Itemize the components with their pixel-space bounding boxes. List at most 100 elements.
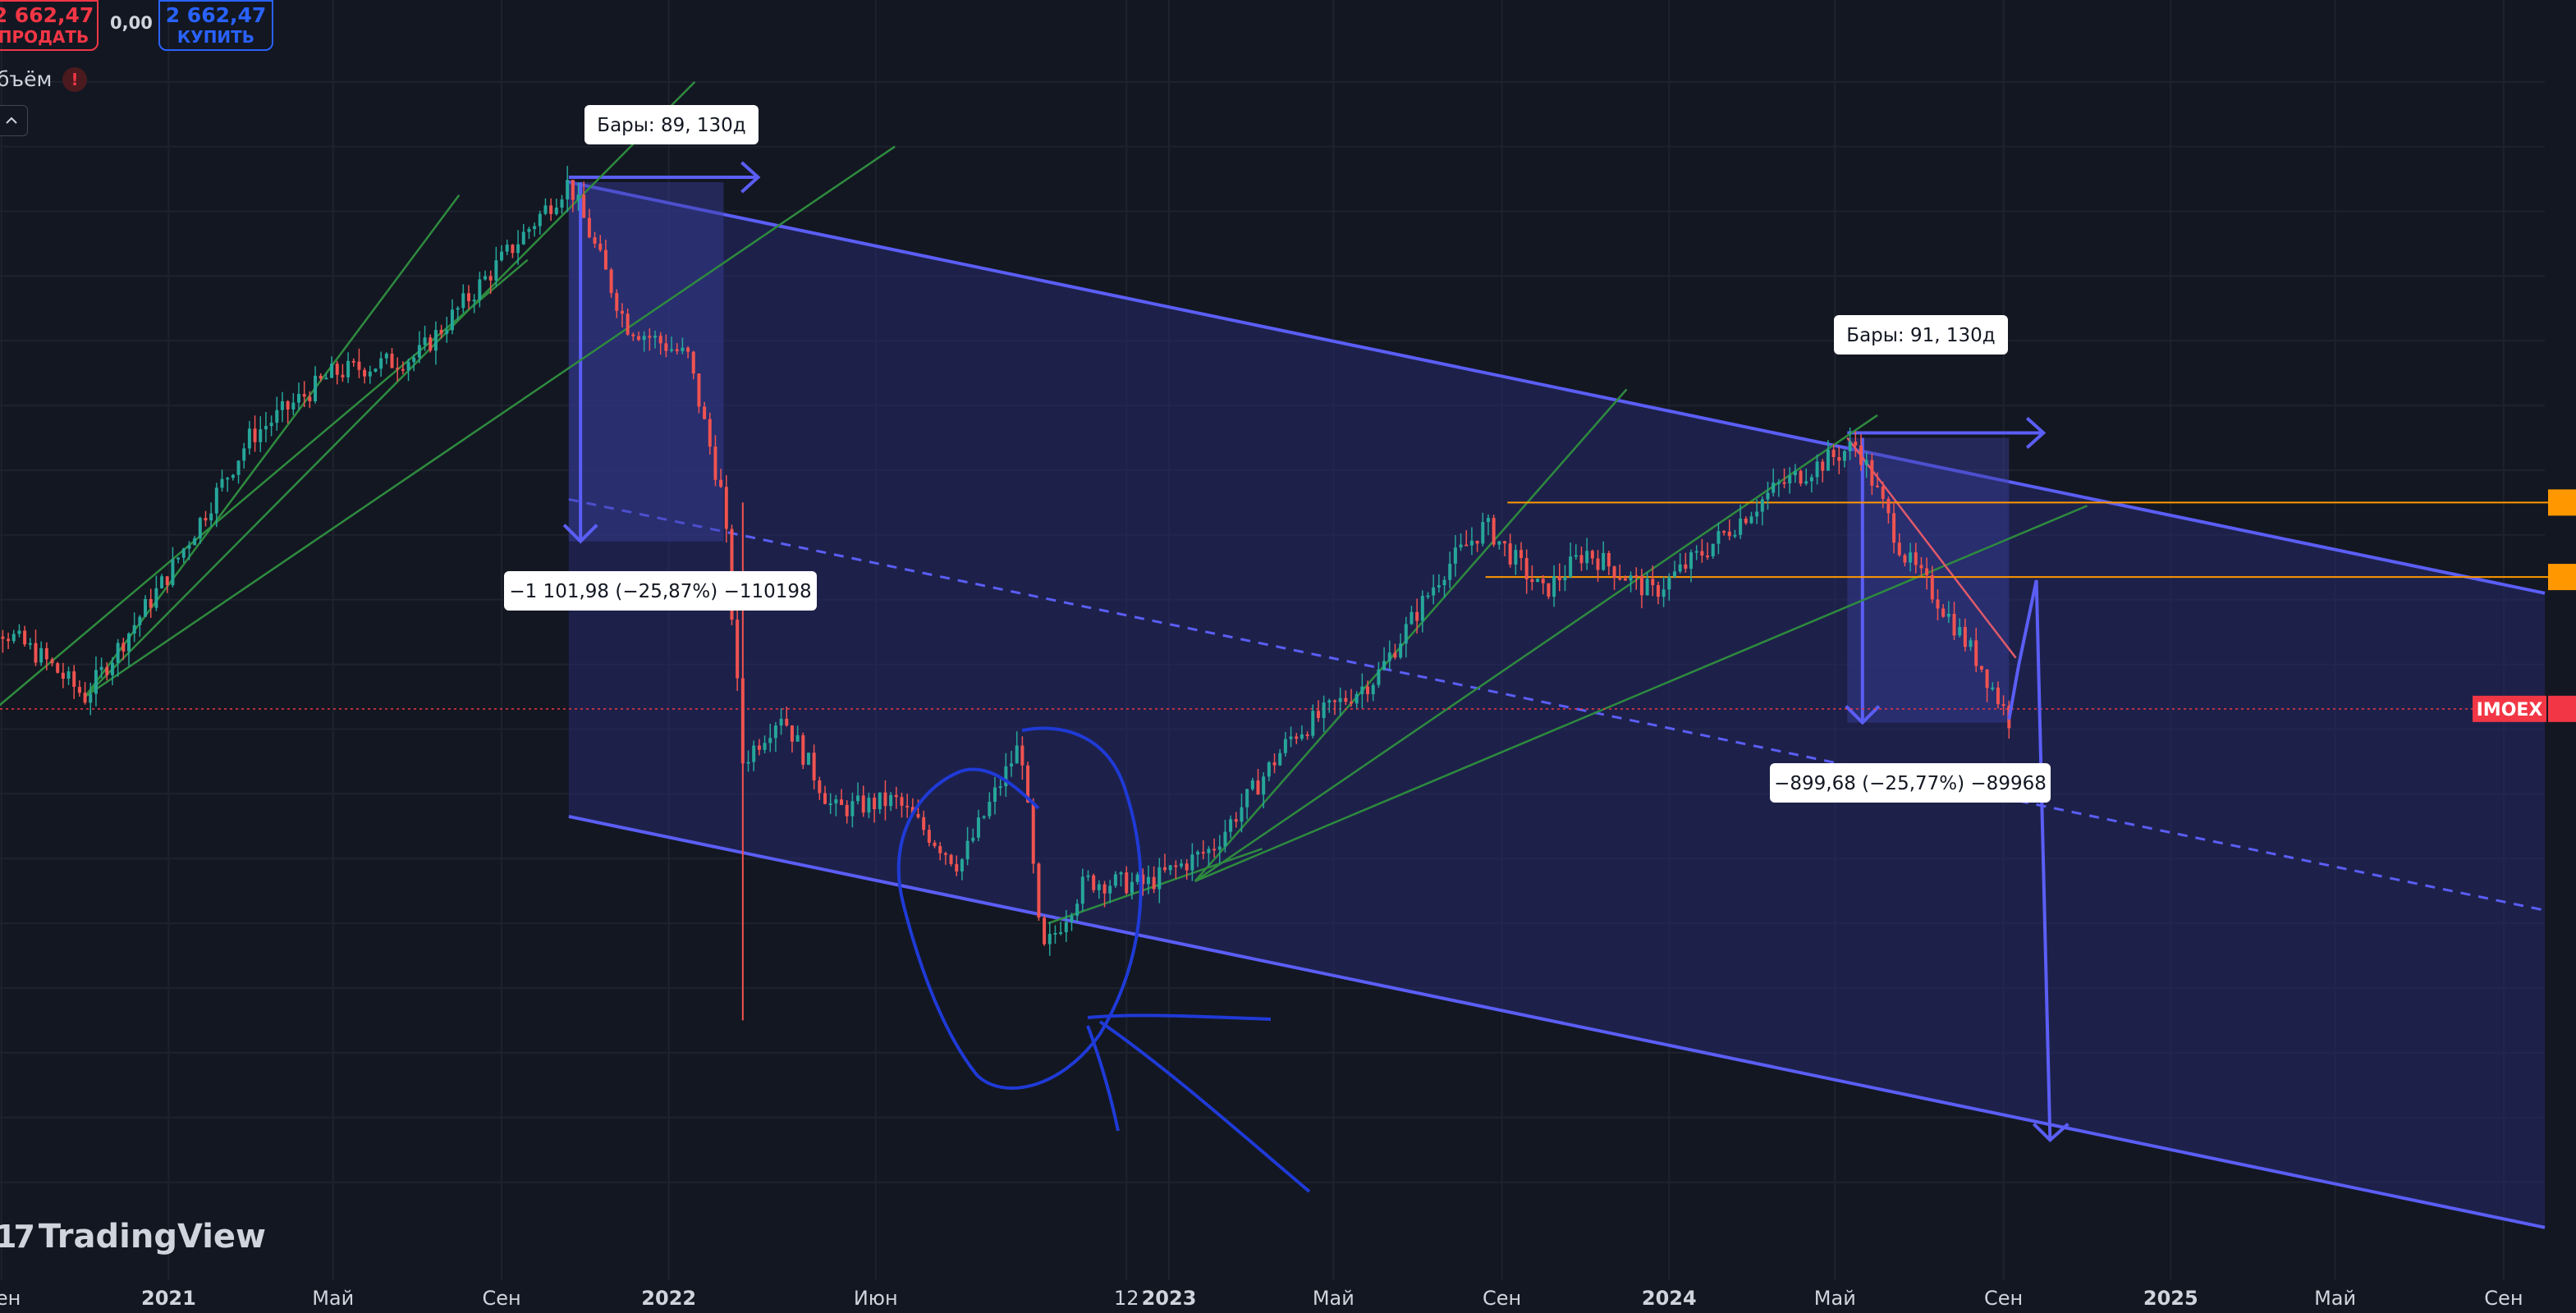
measure-arrow-head [1845, 705, 1881, 725]
candle-body [72, 671, 76, 687]
candle-body [615, 293, 619, 311]
candle-body [220, 478, 224, 488]
candle-body [1815, 461, 1819, 478]
candle-body [697, 373, 701, 407]
descending-channel [568, 181, 2546, 1229]
candle-body [302, 394, 306, 397]
collapse-button[interactable] [0, 105, 28, 136]
channel-fill [568, 181, 2546, 1228]
candle-body [1678, 564, 1682, 572]
candle-body [1332, 700, 1336, 702]
candle-body [1393, 652, 1397, 658]
candle-body [1469, 540, 1474, 546]
candle-body [818, 780, 822, 794]
measure-change-label-bg [504, 571, 817, 611]
candle-body [44, 647, 48, 660]
candle-body [144, 598, 148, 617]
candle-body [670, 349, 674, 351]
candle-body [1448, 563, 1452, 580]
candle-body [296, 394, 300, 403]
fan-line [84, 194, 461, 698]
candle-body [516, 244, 520, 254]
candle-body [236, 460, 241, 475]
candle-body [1162, 867, 1167, 871]
candle-body [828, 803, 832, 806]
candle-body [1557, 576, 1561, 581]
candle-body [1097, 884, 1101, 890]
candle-body [703, 406, 707, 419]
candle-body [1240, 807, 1244, 822]
candle-body [1717, 531, 1721, 544]
candle-body [439, 330, 443, 334]
candle-body [181, 548, 186, 558]
candle-body [1826, 450, 1830, 471]
candle-body [1502, 541, 1506, 544]
candle-body [1135, 874, 1139, 882]
candle-body [910, 807, 914, 814]
candle-body [1311, 711, 1315, 736]
candle-body [1547, 583, 1551, 597]
candle-body [582, 194, 586, 218]
candle-body [1656, 585, 1660, 597]
candle-body [1514, 550, 1518, 565]
buy-button[interactable]: 2 662,47 КУПИТЬ [158, 0, 273, 51]
candle-body [1212, 849, 1217, 851]
warning-icon[interactable]: ! [62, 67, 87, 92]
candle-body [1475, 540, 1479, 544]
candle-body [1344, 698, 1348, 702]
candle-body [324, 377, 328, 380]
candle-body [472, 300, 476, 302]
candle-body [1026, 765, 1030, 803]
candle-body [1108, 885, 1112, 894]
candle-body [187, 545, 191, 549]
candle-body [242, 448, 246, 461]
candle-body [708, 419, 712, 447]
candle-body [39, 647, 44, 663]
candle-body [1541, 579, 1545, 583]
candle-body [636, 336, 640, 341]
candle-body [1371, 684, 1375, 694]
candle-body [335, 364, 339, 375]
measure-labels: Бары: 89, 130д −1 101,98 (−25,87%) −11019… [504, 105, 2051, 803]
measure-change-label-bg [1770, 763, 2051, 803]
candle-body [1092, 875, 1096, 890]
candle-body [1508, 543, 1512, 565]
candle-body [193, 538, 197, 546]
candle-body [598, 243, 603, 250]
sell-button[interactable]: 2 662,47 ПРОДАТЬ [0, 0, 99, 51]
candle-body [138, 616, 142, 625]
buy-label: КУПИТЬ [176, 27, 255, 47]
candle-body [1119, 872, 1123, 875]
candle-body [1180, 863, 1184, 867]
x-tick-label: Май [312, 1287, 354, 1310]
candle-body [1602, 552, 1606, 570]
candle-body [390, 353, 394, 368]
candle-body [214, 487, 218, 514]
candle-body [1217, 846, 1222, 850]
candle-body [484, 276, 488, 280]
candle-body [1492, 518, 1496, 545]
price-level-tag [2548, 564, 2576, 591]
candle-body [28, 643, 32, 645]
candle-body [1047, 933, 1052, 945]
candle-body [160, 576, 164, 588]
candle-body [993, 787, 997, 803]
candle-body [1497, 541, 1501, 545]
candle-body [1772, 483, 1776, 493]
projection-arrow [2007, 579, 2052, 1141]
candle-body [1793, 470, 1797, 476]
candle-body [1174, 865, 1178, 867]
candle-body [500, 251, 504, 261]
candle-body [456, 308, 460, 310]
candle-body [1185, 863, 1189, 871]
candle-body [1404, 624, 1408, 644]
candle-body [126, 634, 131, 652]
candle-body [861, 795, 865, 813]
candle-body [176, 557, 181, 560]
candle-body [1037, 863, 1041, 918]
candle-body [631, 334, 635, 336]
candle-body [1190, 854, 1194, 871]
